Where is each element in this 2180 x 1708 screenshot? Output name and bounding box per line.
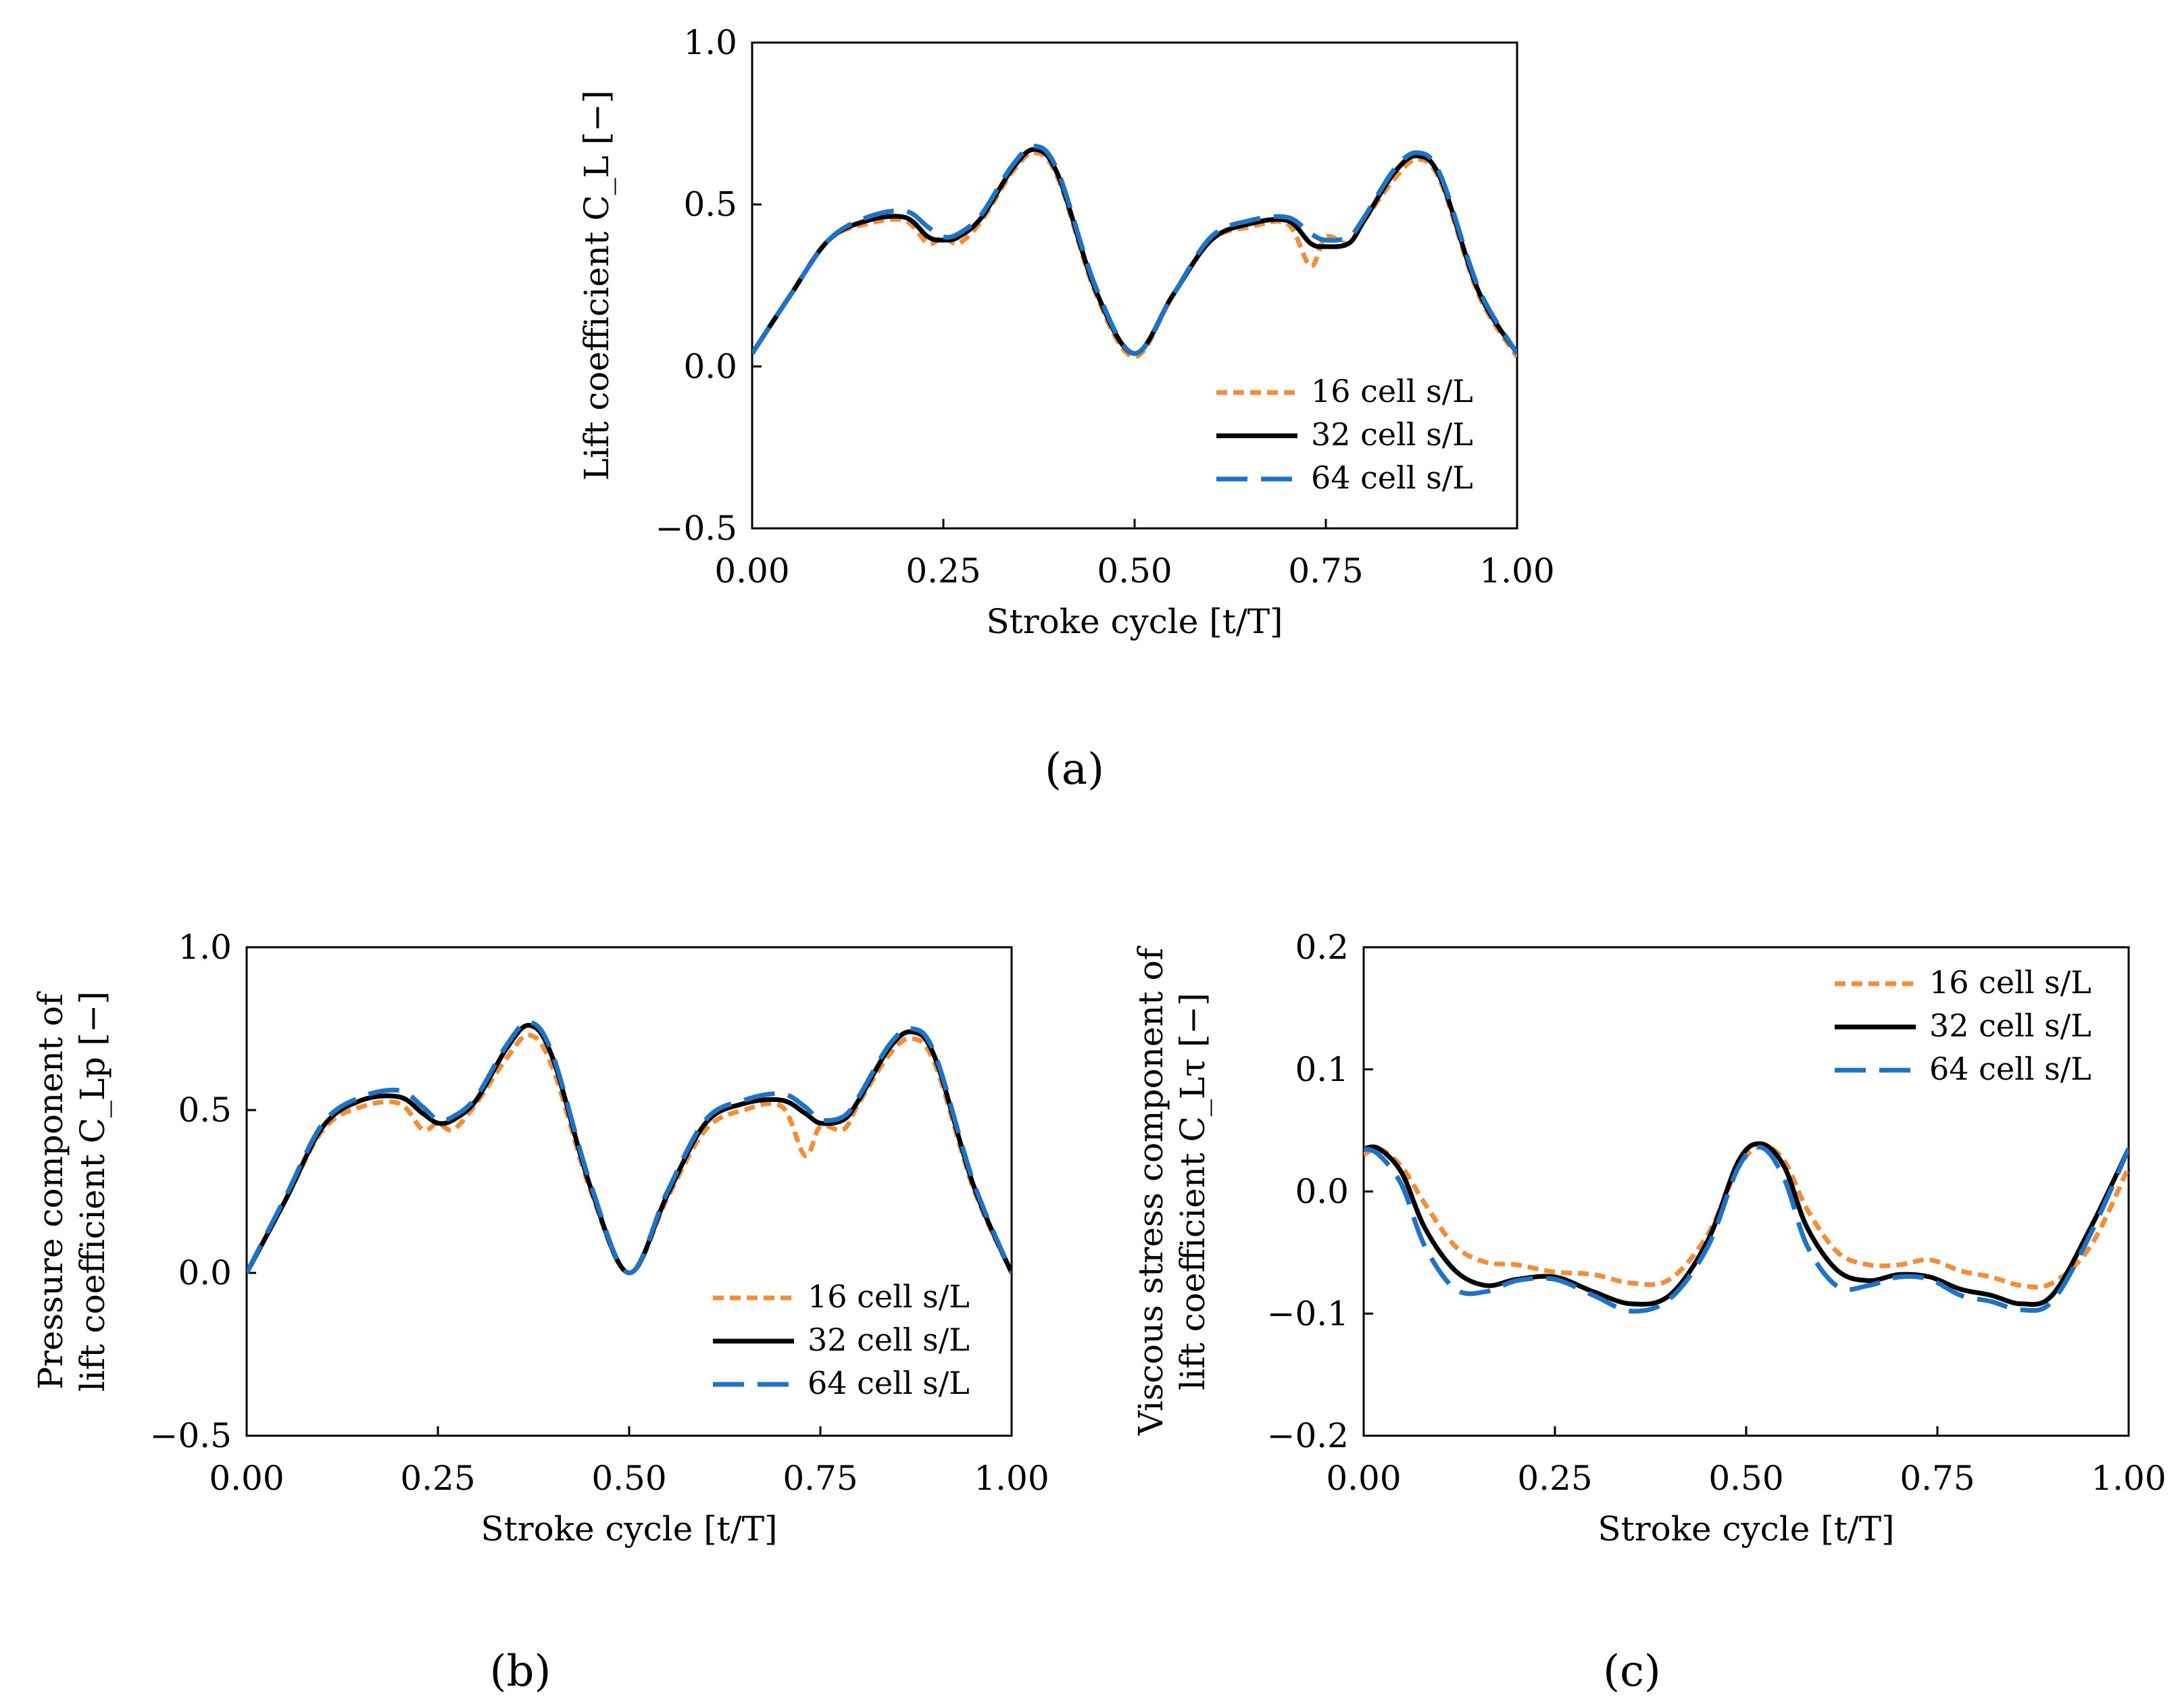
legend-label: 64 cell s/L (808, 1365, 970, 1401)
x-axis-label: Stroke cycle [t/T] (1597, 1509, 1894, 1549)
x-tick-label: 0.00 (714, 551, 789, 591)
x-tick-label: 0.25 (1517, 1459, 1592, 1498)
y-axis-label: lift coefficient C_Lτ [−] (1173, 993, 1212, 1390)
y-tick-label: 0.0 (683, 347, 737, 386)
x-tick-label: 0.75 (1900, 1459, 1975, 1498)
legend: 16 cell s/L 32 cell s/L 64 cell s/L (1216, 373, 1473, 496)
legend: 16 cell s/L 32 cell s/L 64 cell s/L (1835, 964, 2091, 1087)
y-axis-label: lift coefficient C_Lp [−] (73, 991, 112, 1392)
legend-label: 16 cell s/L (1929, 964, 2091, 1001)
y-tick-label: 0.5 (178, 1090, 232, 1130)
series-line-32 (752, 147, 1517, 356)
series-line-16 (247, 1032, 1012, 1276)
x-tick-label: 0.25 (906, 551, 981, 591)
x-tick-label: 0.00 (209, 1459, 284, 1498)
series-line-32 (1364, 1141, 2129, 1307)
plot-frame (751, 41, 1518, 530)
x-tick-label: 0.50 (591, 1459, 666, 1498)
y-axis-label: Pressure component of (31, 991, 70, 1390)
legend-label: 32 cell s/L (1311, 416, 1473, 453)
panel-label: (a) (1045, 745, 1104, 795)
x-tick-label: 1.00 (974, 1459, 1049, 1498)
x-tick-label: 1.00 (1479, 551, 1554, 591)
x-tick-label: 1.00 (2091, 1459, 2166, 1498)
legend-label: 64 cell s/L (1311, 459, 1473, 496)
x-axis-label: Stroke cycle [t/T] (480, 1509, 777, 1549)
series-line-32 (247, 1023, 1012, 1276)
plot-area (1364, 1141, 2129, 1314)
y-axis-label: Viscous stress component of (1131, 945, 1170, 1436)
series-line-16 (752, 150, 1517, 359)
plot-area (752, 143, 1517, 359)
chart-a: −0.5 0.0 0.5 1.0 0.00 0.25 0.50 0.75 1.00 Stroke … (577, 23, 1555, 795)
y-tick-label: −0.5 (150, 1416, 232, 1455)
legend-label: 16 cell s/L (1311, 373, 1473, 409)
series-line-64 (247, 1020, 1012, 1276)
y-axis-label: Lift coefficient C_L [−] (577, 91, 616, 481)
y-tick-label: −0.5 (655, 509, 737, 548)
y-tick-label: 0.0 (178, 1253, 232, 1292)
y-tick-label: −0.1 (1267, 1294, 1349, 1333)
x-tick-label: 0.75 (783, 1459, 858, 1498)
y-tick-label: 0.5 (683, 185, 737, 224)
panel-label: (b) (490, 1647, 551, 1697)
series-line-64 (752, 143, 1517, 356)
y-tick-label: 0.1 (1295, 1050, 1349, 1089)
y-tick-label: 1.0 (178, 928, 232, 967)
chart-b: −0.5 0.0 0.5 1.0 0.00 0.25 0.50 0.75 1.00 Stroke … (31, 928, 1049, 1697)
y-tick-label: 0.0 (1295, 1172, 1349, 1211)
plot-area (247, 1020, 1012, 1276)
chart-c: −0.2 −0.1 0.0 0.1 0.2 0.00 0.25 0.50 0.75 1.00 Str… (1131, 928, 2166, 1697)
legend-label: 32 cell s/L (1929, 1007, 2091, 1044)
x-tick-label: 0.50 (1097, 551, 1172, 591)
y-tick-label: 1.0 (683, 23, 737, 62)
y-tick-label: −0.2 (1267, 1416, 1349, 1455)
x-tick-label: 0.75 (1288, 551, 1363, 591)
plot-frame (245, 946, 1013, 1437)
legend-label: 32 cell s/L (808, 1322, 970, 1358)
panel-label: (c) (1603, 1647, 1661, 1697)
x-tick-label: 0.00 (1326, 1459, 1401, 1498)
series-line-16 (1364, 1143, 2129, 1290)
x-tick-label: 0.50 (1708, 1459, 1783, 1498)
y-tick-label: 0.2 (1295, 928, 1349, 967)
legend: 16 cell s/L 32 cell s/L 64 cell s/L (713, 1278, 970, 1401)
legend-label: 16 cell s/L (808, 1278, 970, 1315)
x-tick-label: 0.25 (400, 1459, 475, 1498)
x-axis-label: Stroke cycle [t/T] (986, 602, 1283, 641)
series-line-64 (1364, 1145, 2129, 1314)
legend-label: 64 cell s/L (1929, 1051, 2091, 1087)
